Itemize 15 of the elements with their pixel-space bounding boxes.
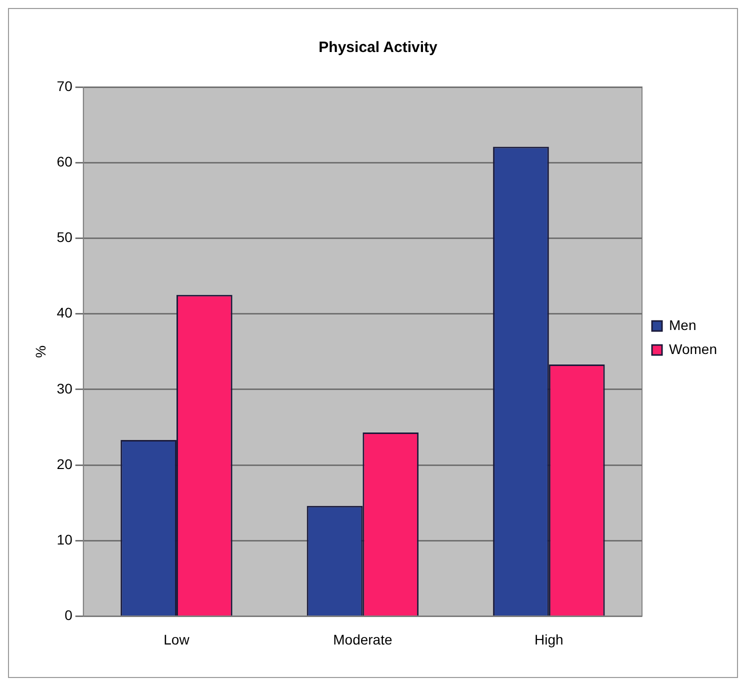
chart-title: Physical Activity <box>318 39 438 56</box>
x-tick-label: Low <box>164 631 190 648</box>
y-tick-label: 60 <box>56 153 73 170</box>
y-axis-title: % <box>32 345 48 358</box>
legend-label: Women <box>669 340 718 357</box>
y-tick-label: 0 <box>64 607 73 624</box>
y-tick-label: 10 <box>56 531 73 548</box>
legend-label: Men <box>669 316 696 333</box>
y-tick-label: 20 <box>56 456 73 472</box>
y-tick-label: 30 <box>56 380 73 396</box>
x-tick-label: High <box>534 631 564 648</box>
y-tick-label: 70 <box>56 78 73 94</box>
y-tick-label: 50 <box>56 229 73 246</box>
y-tick-label: 40 <box>56 304 73 321</box>
x-tick-label: Moderate <box>333 631 392 648</box>
